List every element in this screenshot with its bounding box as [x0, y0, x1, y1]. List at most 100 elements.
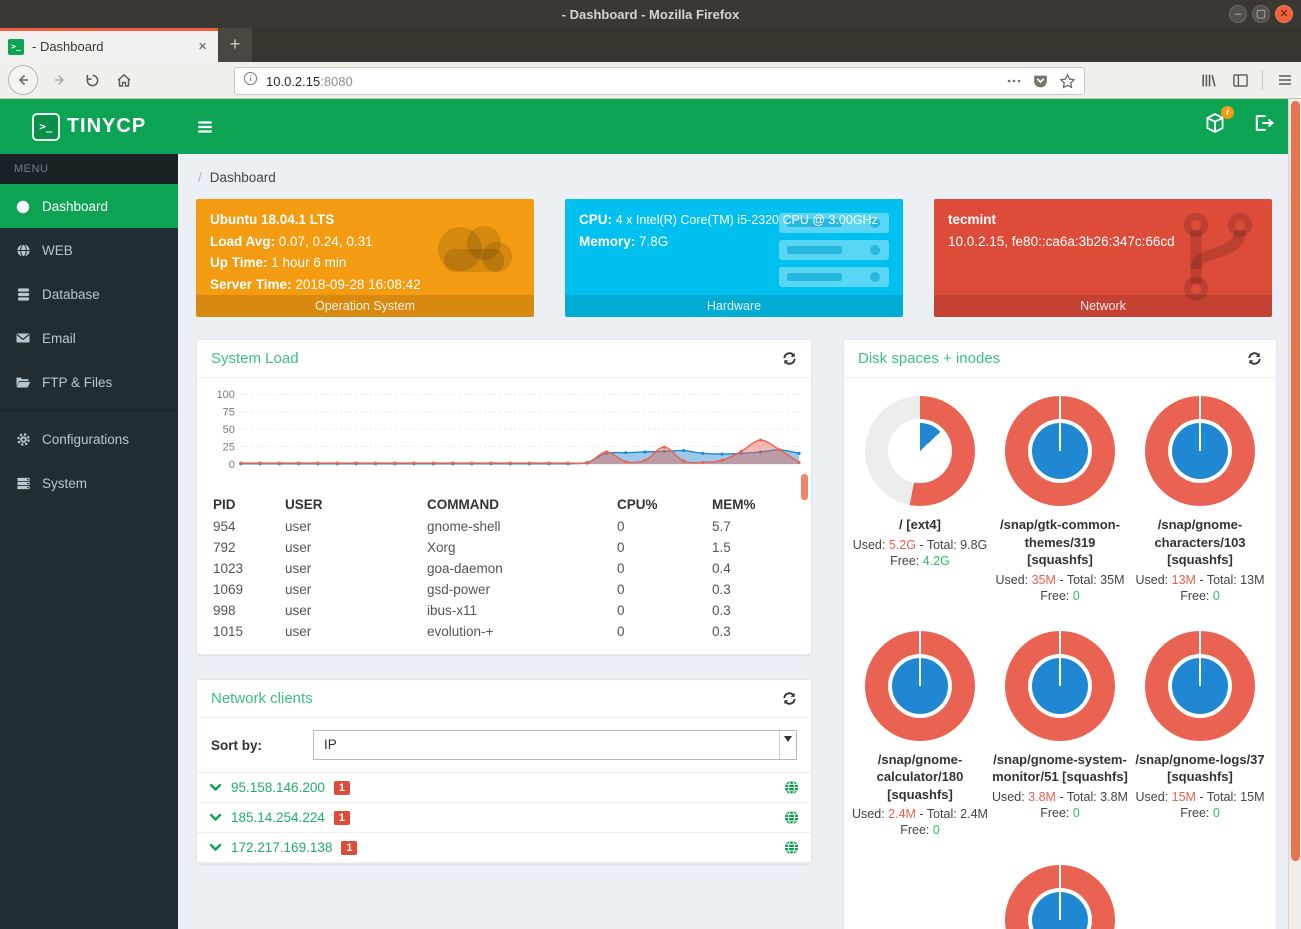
pocket-icon[interactable]	[1032, 73, 1049, 90]
disk-item: / [ext4]Used: 5.2G - Total: 9.8GFree: 4.…	[850, 396, 990, 603]
process-cell: goa-daemon	[419, 558, 609, 579]
process-cell: evolution-+	[419, 621, 609, 642]
client-count-badge: 1	[334, 811, 350, 825]
sidebar-item-web[interactable]: WEB	[0, 228, 178, 272]
disk-free-text: Free: 0	[990, 806, 1130, 820]
server-icon	[14, 476, 32, 491]
os-load-label: Load Avg:	[210, 234, 275, 249]
gear-icon	[14, 432, 32, 447]
window-title: - Dashboard - Mozilla Firefox	[562, 7, 740, 22]
close-button[interactable]: ✕	[1275, 5, 1293, 23]
browser-tab[interactable]: >_ - Dashboard ×	[0, 28, 218, 62]
network-client-row[interactable]: 95.158.146.200 1	[197, 773, 811, 803]
network-hostname: tecmint	[948, 212, 996, 227]
updates-badge: i	[1221, 106, 1234, 119]
tinycp-favicon: >_	[8, 39, 24, 55]
sidebar-item-email[interactable]: Email	[0, 316, 178, 360]
client-ip: 95.158.146.200	[231, 780, 325, 795]
disk-usage-text: Used: 3.8M - Total: 3.8M	[990, 790, 1130, 804]
os-card-footer: Operation System	[196, 295, 534, 317]
logout-icon[interactable]	[1252, 112, 1274, 139]
refresh-icon[interactable]	[782, 691, 797, 706]
operation-system-card: Ubuntu 18.04.1 LTS Load Avg: 0.07, 0.24,…	[196, 199, 534, 317]
disk-item: /snap/gnome-	[990, 865, 1130, 929]
refresh-icon[interactable]	[1247, 351, 1262, 366]
os-load-value: 0.07, 0.24, 0.31	[279, 234, 373, 249]
back-button[interactable]	[8, 65, 38, 95]
process-cell: user	[277, 579, 419, 600]
sidebar-item-label: FTP & Files	[42, 375, 112, 390]
free-value: 0	[1213, 806, 1220, 820]
client-count-badge: 1	[334, 781, 350, 795]
hardware-card: CPU: 4 x Intel(R) Core(TM) i5-2320 CPU @…	[565, 199, 903, 317]
breadcrumb-current: Dashboard	[210, 170, 276, 185]
page-scrollbar-thumb[interactable]	[1291, 101, 1300, 861]
sidebar-item-system[interactable]: System	[0, 461, 178, 505]
process-cell: 0	[609, 600, 704, 621]
hardware-card-footer: Hardware	[565, 295, 903, 317]
disk-usage-donut	[865, 631, 975, 741]
process-cell: gsd-power	[419, 579, 609, 600]
process-cell: 1069	[205, 579, 277, 600]
sort-by-select[interactable]: IP	[313, 730, 797, 760]
network-client-row[interactable]: 185.14.254.224 1	[197, 803, 811, 833]
donut-gap-line	[1059, 631, 1061, 686]
reload-button[interactable]	[78, 66, 106, 94]
envelope-icon	[14, 330, 32, 346]
process-cell: 1015	[205, 621, 277, 642]
sidebar-item-database[interactable]: Database	[0, 272, 178, 316]
process-cell: 1.5	[704, 537, 803, 558]
hw-memory-value: 7.8G	[639, 234, 668, 249]
forward-button[interactable]	[46, 66, 74, 94]
sidebar-item-label: Database	[42, 287, 100, 302]
used-value: 2.4M	[888, 807, 916, 821]
url-bar[interactable]: 10.0.2.15:8080	[234, 67, 1085, 95]
sidebar-item-ftp-files[interactable]: FTP & Files	[0, 360, 178, 404]
globe-status-icon	[784, 840, 799, 855]
process-cell: user	[277, 558, 419, 579]
network-card: tecmint 10.0.2.15, fe80::ca6a:3b26:347c:…	[934, 199, 1272, 317]
process-table-header: PIDUSERCOMMANDCPU%MEM%	[205, 493, 803, 516]
disk-usage-donut	[1005, 396, 1115, 506]
new-tab-button[interactable]: +	[218, 28, 252, 62]
hw-cpu-value: 4 x Intel(R) Core(TM) i5-2320 CPU @ 3.00…	[616, 213, 878, 227]
maximize-button[interactable]: ▢	[1252, 5, 1270, 23]
tinycp-logo[interactable]: >_ TINYCP	[0, 99, 178, 154]
process-row: 998useribus-x1100.3	[205, 600, 803, 621]
tinycp-logo-icon: >_	[32, 113, 60, 141]
gauge-icon	[14, 198, 32, 214]
bookmark-star-icon[interactable]	[1059, 73, 1076, 90]
disk-free-text: Free: 0	[850, 823, 990, 837]
page-scrollbar[interactable]	[1288, 99, 1301, 929]
globe-status-icon	[784, 780, 799, 795]
disk-item: /snap/gnome-calculator/180 [squashfs]Use…	[850, 631, 990, 838]
disk-mount-label: /snap/gnome-system-monitor/51 [squashfs]	[990, 751, 1130, 786]
page-actions-icon[interactable]	[1006, 73, 1022, 89]
disk-item: /snap/gnome-system-monitor/51 [squashfs]…	[990, 631, 1130, 838]
sidebar-toggle-icon[interactable]	[1224, 72, 1256, 89]
column-header: MEM%	[704, 493, 803, 516]
disk-usage-donut	[1145, 396, 1255, 506]
tab-bar: >_ - Dashboard × +	[0, 28, 1301, 62]
used-value: 3.8M	[1028, 790, 1056, 804]
updates-package-icon[interactable]: i	[1204, 112, 1226, 139]
tab-close-icon[interactable]: ×	[195, 38, 210, 55]
library-icon[interactable]	[1192, 72, 1224, 89]
client-ip: 185.14.254.224	[231, 810, 325, 825]
sidebar-item-configurations[interactable]: Configurations	[0, 417, 178, 461]
sidebar-collapse-icon[interactable]	[192, 114, 218, 140]
process-cell: user	[277, 537, 419, 558]
refresh-icon[interactable]	[782, 351, 797, 366]
home-button[interactable]	[110, 66, 138, 94]
network-card-footer: Network	[934, 295, 1272, 317]
site-info-icon[interactable]	[243, 71, 258, 91]
database-icon	[14, 287, 32, 302]
sidebar-item-dashboard[interactable]: Dashboard	[0, 184, 178, 228]
disk-usage-text: Used: 15M - Total: 15M	[1130, 790, 1270, 804]
column-header: PID	[205, 493, 277, 516]
menu-hamburger-icon[interactable]	[1269, 72, 1301, 88]
disk-usage-donut	[1005, 865, 1115, 929]
network-client-row[interactable]: 172.217.169.1381	[197, 833, 811, 863]
table-scrollbar-thumb[interactable]	[801, 474, 808, 500]
minimize-button[interactable]: –	[1229, 5, 1247, 23]
